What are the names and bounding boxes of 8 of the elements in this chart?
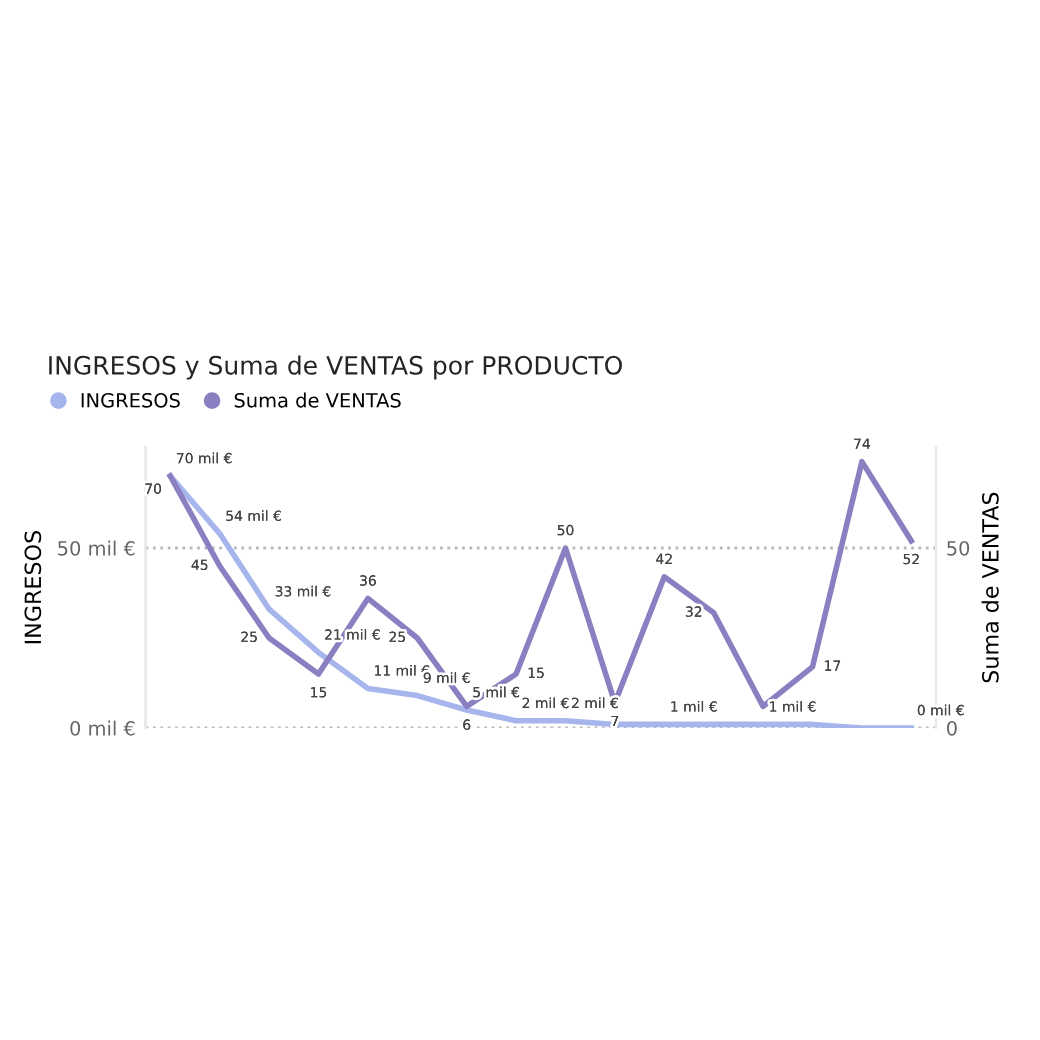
y-axis-title: INGRESOS bbox=[24, 531, 42, 644]
y2-tick-label: 0 bbox=[947, 720, 957, 736]
y2-axis-title: Suma de VENTAS bbox=[981, 492, 999, 683]
legend-label: INGRESOS bbox=[81, 392, 180, 408]
chart-title: INGRESOS y Suma de VENTAS por PRODUCTO bbox=[49, 355, 622, 380]
y2-tick-label: 50 bbox=[947, 540, 970, 556]
y-tick-label: 50 mil € bbox=[58, 540, 135, 556]
legend-label: Suma de VENTAS bbox=[234, 392, 401, 408]
